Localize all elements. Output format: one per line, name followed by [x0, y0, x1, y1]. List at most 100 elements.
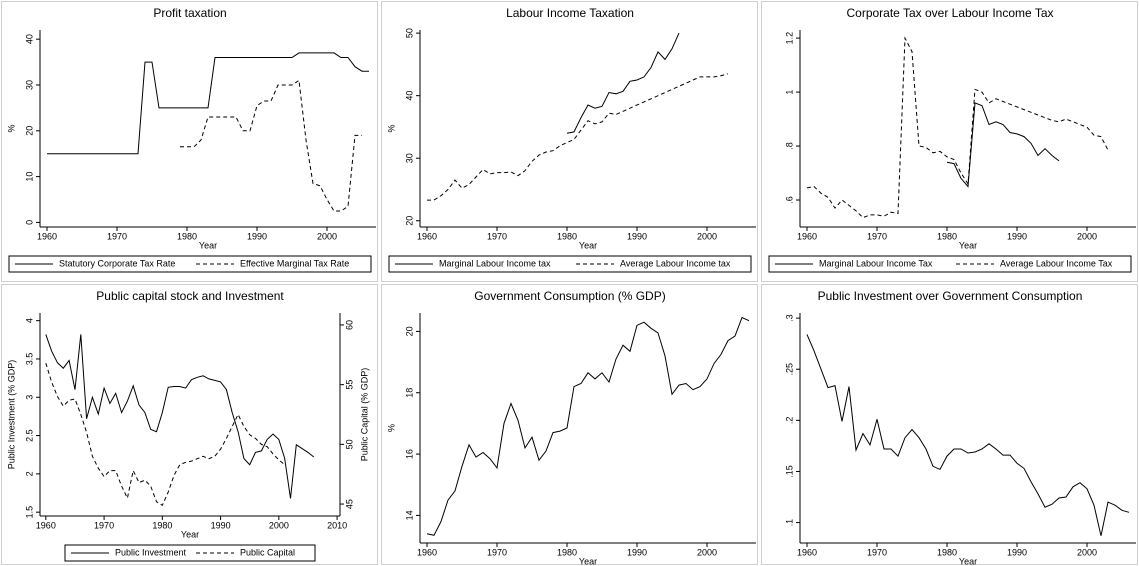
x-tick-label: 1980 — [177, 231, 197, 241]
panel-border — [761, 284, 1138, 565]
y2-tick-label: 50 — [344, 439, 354, 449]
y-tick-label: 14 — [404, 510, 414, 520]
legend-label: Effective Marginal Tax Rate — [240, 258, 349, 268]
y-tick-label: 3.5 — [24, 353, 34, 366]
y-tick-label: 3 — [24, 395, 34, 400]
x-tick-label: 2010 — [327, 520, 347, 530]
legend-label: Public Capital — [240, 547, 295, 557]
chart-title: Profit taxation — [153, 6, 226, 20]
legend-label: Marginal Labour Income tax — [439, 258, 551, 268]
x-tick-label: 1960 — [797, 547, 817, 557]
x-axis-label: Year — [959, 556, 977, 566]
y-tick-label: 4 — [24, 318, 34, 323]
x-tick-label: 1970 — [867, 547, 887, 557]
series-line — [806, 36, 1109, 219]
y-tick-label: .2 — [784, 417, 794, 425]
y-tick-label: 10 — [24, 172, 34, 182]
series-line — [427, 73, 729, 201]
x-tick-label: 1980 — [937, 547, 957, 557]
x-tick-label: 1960 — [797, 231, 817, 241]
y-tick-label: 1 — [784, 90, 794, 95]
x-axis-label: Year — [181, 529, 199, 539]
x-tick-label: 1960 — [36, 520, 56, 530]
y-tick-label: 40 — [404, 91, 414, 101]
x-tick-label: 2000 — [1077, 547, 1097, 557]
x-tick-label: 2000 — [697, 231, 717, 241]
x-tick-label: 1990 — [627, 547, 647, 557]
y-tick-label: 20 — [24, 126, 34, 136]
x-tick-label: 1990 — [627, 231, 647, 241]
x-tick-label: 1970 — [487, 231, 507, 241]
chart-title: Labour Income Taxation — [506, 6, 634, 20]
y-tick-label: 30 — [404, 153, 414, 163]
y-tick-label: 2 — [24, 471, 34, 476]
y-tick-label: 18 — [404, 388, 414, 398]
y-axis-label: % — [386, 124, 396, 132]
y-tick-label: 0 — [24, 220, 34, 225]
x-tick-label: 2000 — [317, 231, 337, 241]
series-line — [946, 102, 1060, 188]
series-line — [47, 52, 369, 155]
panel-border — [381, 1, 758, 282]
chart-title: Public capital stock and Investment — [96, 289, 284, 303]
series-line — [45, 363, 286, 507]
panel-border — [1, 284, 378, 565]
y-tick-label: 16 — [404, 449, 414, 459]
y-tick-label: 1.5 — [24, 506, 34, 519]
x-tick-label: 1970 — [867, 231, 887, 241]
x-tick-label: 1980 — [557, 547, 577, 557]
series-line — [45, 334, 315, 499]
y-axis-label: % — [6, 124, 16, 132]
chart-title: Corporate Tax over Labour Income Tax — [846, 6, 1053, 20]
x-tick-label: 1960 — [417, 547, 437, 557]
y-tick-label: .3 — [784, 314, 794, 322]
panel-border — [761, 1, 1138, 282]
y2-axis-label: Public Capital (% GDP) — [359, 368, 369, 462]
x-tick-label: 1970 — [107, 231, 127, 241]
x-tick-label: 1990 — [1007, 231, 1027, 241]
y-tick-label: 20 — [404, 326, 414, 336]
y-tick-label: .25 — [784, 363, 794, 376]
y-axis-label: % — [386, 424, 396, 432]
y2-tick-label: 60 — [344, 320, 354, 330]
x-tick-label: 1990 — [247, 231, 267, 241]
chart-title: Public Investment over Government Consum… — [818, 289, 1083, 303]
series-line — [426, 316, 750, 536]
x-tick-label: 1990 — [211, 520, 231, 530]
x-tick-label: 2000 — [1077, 231, 1097, 241]
y-tick-label: .8 — [784, 142, 794, 150]
y-tick-label: 40 — [24, 34, 34, 44]
x-tick-label: 1990 — [1007, 547, 1027, 557]
panel-border — [381, 284, 758, 565]
y-tick-label: .6 — [784, 196, 794, 204]
y-tick-label: 20 — [404, 216, 414, 226]
x-axis-label: Year — [579, 240, 597, 250]
x-tick-label: 1960 — [37, 231, 57, 241]
x-axis-label: Year — [579, 556, 597, 566]
y-tick-label: 1.2 — [784, 32, 794, 45]
y-tick-label: 50 — [404, 28, 414, 38]
y2-tick-label: 55 — [344, 380, 354, 390]
y-tick-label: .1 — [784, 519, 794, 527]
y-tick-label: 30 — [24, 80, 34, 90]
series-line — [180, 79, 362, 212]
y-axis-label: Public Investment (% GDP) — [6, 360, 16, 470]
legend-label: Average Labour Income Tax — [1000, 258, 1113, 268]
legend-label: Average Labour Income tax — [620, 258, 731, 268]
x-tick-label: 2000 — [697, 547, 717, 557]
x-tick-label: 1970 — [94, 520, 114, 530]
legend-box — [8, 255, 372, 273]
x-tick-label: 1980 — [937, 231, 957, 241]
x-axis-label: Year — [959, 240, 977, 250]
chart-title: Government Consumption (% GDP) — [474, 289, 665, 303]
legend-box — [768, 255, 1132, 273]
x-tick-label: 1980 — [557, 231, 577, 241]
series-line — [806, 334, 1130, 536]
x-tick-label: 2000 — [269, 520, 289, 530]
y-tick-label: .15 — [784, 465, 794, 478]
legend-label: Statutory Corporate Tax Rate — [59, 258, 175, 268]
legend-label: Marginal Labour Income Tax — [819, 258, 933, 268]
legend-box — [64, 544, 316, 562]
y2-tick-label: 45 — [344, 499, 354, 509]
